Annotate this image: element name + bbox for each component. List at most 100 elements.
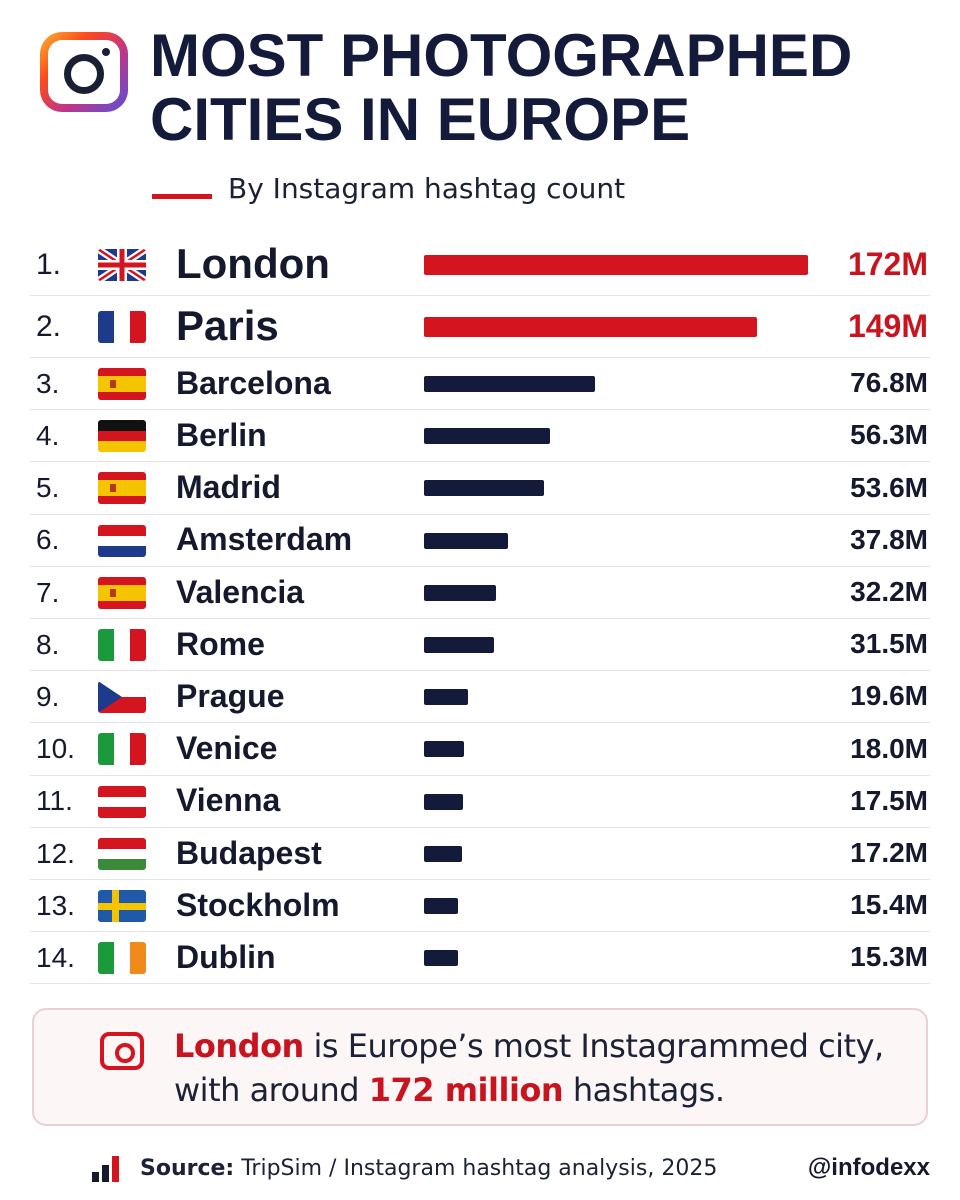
chart-row: 13. Stockholm 15.4M	[30, 880, 930, 933]
bar	[424, 532, 509, 549]
rank-label: 10.	[36, 733, 75, 765]
value-label: 172M	[847, 245, 928, 282]
bar	[424, 255, 808, 275]
bar	[424, 950, 459, 967]
netherlands-flag-icon	[98, 524, 146, 557]
chart-row: 4. Berlin 56.3M	[30, 410, 930, 463]
value-label: 149M	[847, 307, 928, 344]
callout-text: London is Europe’s most Instagrammed cit…	[174, 1024, 914, 1112]
value-label: 17.5M	[850, 784, 928, 816]
city-label: Paris	[176, 301, 279, 349]
austria-flag-icon	[98, 785, 146, 818]
ireland-flag-icon	[98, 942, 146, 975]
chart-row: 7. Valencia 32.2M	[30, 567, 930, 619]
callout-text-1: is Europe’s most Instagrammed city, with…	[174, 1027, 884, 1109]
instagram-logo-icon	[40, 32, 128, 112]
subtitle-rule	[152, 194, 212, 199]
city-label: Rome	[176, 625, 265, 662]
camera-icon	[100, 1032, 144, 1070]
value-label: 18.0M	[850, 732, 928, 764]
spain-flag-icon	[98, 368, 146, 401]
chart-row: 3. Barcelona 76.8M	[30, 358, 930, 411]
value-label: 76.8M	[850, 367, 928, 399]
value-label: 37.8M	[850, 523, 928, 555]
city-label: Amsterdam	[176, 521, 353, 558]
bar	[424, 793, 464, 810]
callout-box: London is Europe’s most Instagrammed cit…	[32, 1008, 928, 1126]
italy-flag-icon	[98, 733, 146, 766]
chart-row: 5. Madrid 53.6M	[30, 462, 930, 515]
spain-flag-icon	[98, 576, 146, 609]
uk-flag-icon	[98, 249, 146, 281]
chart-row: 9. Prague 19.6M	[30, 671, 930, 724]
source-text: Source: TripSim / Instagram hashtag anal…	[140, 1156, 717, 1181]
rank-label: 8.	[36, 628, 60, 660]
rank-label: 3.	[36, 367, 60, 399]
value-label: 31.5M	[850, 628, 928, 660]
value-label: 15.4M	[850, 889, 928, 921]
chart-row: 8. Rome 31.5M	[30, 619, 930, 672]
value-label: 17.2M	[850, 837, 928, 869]
rank-label: 14.	[36, 942, 75, 974]
value-label: 56.3M	[850, 419, 928, 451]
bar	[424, 845, 463, 862]
subtitle: By Instagram hashtag count	[228, 172, 626, 205]
rank-label: 4.	[36, 420, 60, 452]
chart-row: 2. Paris 149M	[30, 296, 930, 358]
callout-text-2: hashtags.	[563, 1071, 725, 1109]
chart-row: 10. Venice 18.0M	[30, 723, 930, 776]
rank-label: 9.	[36, 681, 60, 713]
city-label: Stockholm	[176, 886, 340, 923]
city-label: Budapest	[176, 834, 322, 871]
italy-flag-icon	[98, 629, 146, 662]
source-value: TripSim / Instagram hashtag analysis, 20…	[234, 1156, 718, 1181]
title-line-1: MOST PHOTOGRAPHED	[150, 22, 853, 89]
chart-row: 6. Amsterdam 37.8M	[30, 515, 930, 567]
city-label: Barcelona	[176, 364, 331, 401]
city-label: Prague	[176, 678, 285, 715]
city-label: Vienna	[176, 782, 281, 819]
rank-label: 6.	[36, 524, 60, 556]
sweden-flag-icon	[98, 890, 146, 923]
bar	[424, 637, 495, 654]
footer: Source: TripSim / Instagram hashtag anal…	[0, 1146, 960, 1190]
title-line-2: CITIES IN EUROPE	[150, 86, 691, 153]
city-label: Madrid	[176, 469, 281, 506]
source-label: Source:	[140, 1156, 235, 1181]
rank-label: 7.	[36, 576, 60, 608]
city-label: Berlin	[176, 417, 267, 454]
callout-number: 172 million	[368, 1071, 564, 1109]
bar-chart-icon	[92, 1156, 124, 1182]
bar	[424, 480, 544, 497]
header: MOST PHOTOGRAPHED CITIES IN EUROPE By In…	[0, 0, 960, 220]
bar	[424, 689, 468, 706]
hungary-flag-icon	[98, 837, 146, 870]
germany-flag-icon	[98, 420, 146, 453]
city-label: Venice	[176, 730, 278, 767]
spain-flag-icon	[98, 472, 146, 505]
bar	[424, 376, 596, 393]
author-handle: @infodexx	[807, 1154, 930, 1181]
city-label: Valencia	[176, 573, 305, 610]
value-label: 19.6M	[850, 680, 928, 712]
rank-label: 5.	[36, 472, 60, 504]
city-label: Dublin	[176, 939, 276, 976]
value-label: 32.2M	[850, 576, 928, 608]
camera-flash-dot	[102, 48, 110, 56]
camera-lens-shape	[64, 54, 104, 94]
rank-label: 11.	[36, 785, 73, 817]
bar	[424, 898, 459, 915]
value-label: 53.6M	[850, 471, 928, 503]
chart-row: 11. Vienna 17.5M	[30, 776, 930, 828]
city-label: London	[176, 239, 330, 287]
chart-row: 12. Budapest 17.2M	[30, 828, 930, 880]
chart-row: 14. Dublin 15.3M	[30, 932, 930, 985]
page-title: MOST PHOTOGRAPHED CITIES IN EUROPE	[150, 24, 940, 152]
bar	[424, 317, 757, 337]
rank-label: 12.	[36, 837, 75, 869]
callout-city: London	[174, 1027, 304, 1065]
czech-flag-icon	[98, 681, 146, 714]
chart-row: 1. London 172M	[30, 234, 930, 296]
rank-label: 13.	[36, 889, 75, 921]
france-flag-icon	[98, 311, 146, 343]
